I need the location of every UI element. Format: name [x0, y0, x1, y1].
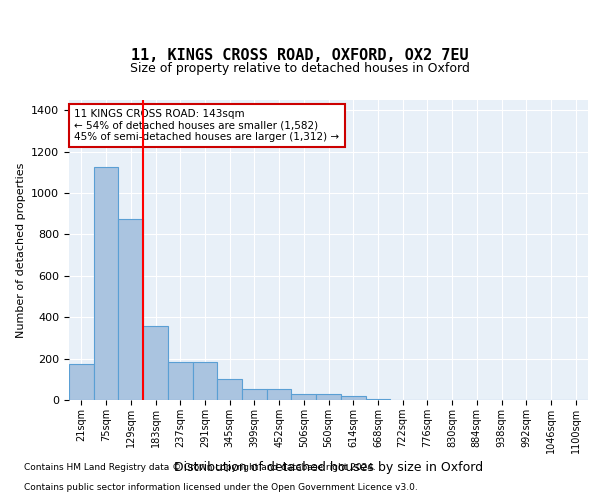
- Bar: [341, 396, 365, 400]
- Bar: [292, 394, 316, 400]
- X-axis label: Distribution of detached houses by size in Oxford: Distribution of detached houses by size …: [174, 461, 483, 474]
- Bar: [143, 326, 168, 400]
- Y-axis label: Number of detached properties: Number of detached properties: [16, 162, 26, 338]
- Text: Size of property relative to detached houses in Oxford: Size of property relative to detached ho…: [130, 62, 470, 75]
- Bar: [118, 219, 143, 400]
- Bar: [217, 380, 242, 400]
- Bar: [168, 362, 193, 400]
- Bar: [267, 388, 292, 400]
- Text: Contains public sector information licensed under the Open Government Licence v3: Contains public sector information licen…: [24, 484, 418, 492]
- Text: Contains HM Land Registry data © Crown copyright and database right 2024.: Contains HM Land Registry data © Crown c…: [24, 464, 376, 472]
- Bar: [242, 388, 267, 400]
- Bar: [365, 399, 390, 400]
- Text: 11, KINGS CROSS ROAD, OXFORD, OX2 7EU: 11, KINGS CROSS ROAD, OXFORD, OX2 7EU: [131, 48, 469, 62]
- Bar: [193, 362, 217, 400]
- Bar: [69, 364, 94, 400]
- Bar: [316, 394, 341, 400]
- Bar: [94, 167, 118, 400]
- Text: 11 KINGS CROSS ROAD: 143sqm
← 54% of detached houses are smaller (1,582)
45% of : 11 KINGS CROSS ROAD: 143sqm ← 54% of det…: [74, 109, 340, 142]
